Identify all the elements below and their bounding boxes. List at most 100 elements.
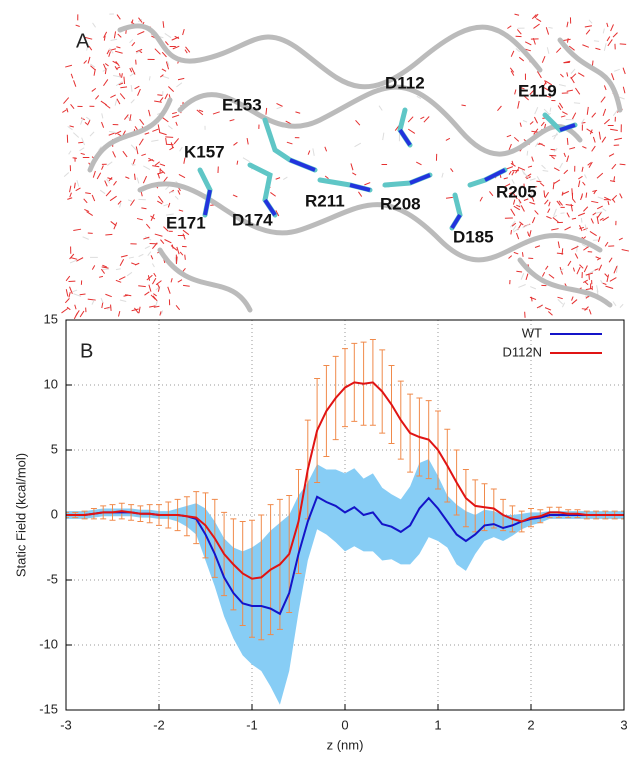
water [157, 287, 160, 292]
water [596, 257, 601, 261]
water [179, 251, 184, 256]
water [114, 50, 123, 54]
water [70, 104, 75, 110]
water [546, 95, 552, 98]
water [596, 211, 603, 219]
water [541, 56, 546, 63]
water [98, 275, 104, 278]
water [164, 239, 172, 244]
water [212, 111, 220, 115]
water [123, 76, 126, 85]
water [557, 298, 564, 305]
water [143, 236, 150, 240]
water [115, 279, 122, 283]
water [129, 114, 132, 121]
water [489, 191, 494, 197]
water [84, 208, 90, 212]
water [531, 156, 534, 162]
water [81, 137, 86, 146]
water [68, 292, 71, 298]
water [551, 228, 559, 231]
water [112, 60, 119, 65]
water [161, 51, 167, 58]
water [170, 245, 178, 251]
water [622, 67, 626, 75]
residue-tip [398, 128, 412, 147]
water [61, 308, 68, 314]
water [553, 167, 560, 172]
water [114, 130, 122, 135]
water [153, 305, 160, 308]
water [525, 173, 532, 179]
water [581, 166, 584, 172]
water [583, 246, 589, 251]
water [511, 222, 517, 227]
water [611, 163, 617, 170]
ribbon [157, 247, 253, 313]
water [549, 154, 557, 157]
water [233, 141, 238, 146]
water [154, 161, 160, 166]
water [587, 162, 592, 166]
water [584, 224, 588, 231]
water [584, 306, 589, 311]
water [530, 286, 537, 290]
water [588, 161, 593, 168]
water [553, 208, 557, 217]
water [531, 195, 535, 202]
water [613, 176, 616, 182]
water [526, 150, 529, 156]
water [579, 226, 585, 230]
water [520, 205, 525, 212]
water [509, 190, 517, 195]
water [286, 141, 293, 145]
water [570, 68, 576, 74]
water [571, 299, 578, 305]
water [108, 176, 113, 182]
water [613, 265, 618, 274]
water [148, 159, 154, 162]
water [537, 71, 542, 79]
water [582, 44, 590, 48]
error-bar [621, 510, 624, 520]
water [138, 285, 146, 288]
water [179, 146, 183, 152]
water [79, 310, 85, 318]
water [604, 241, 609, 247]
water [612, 109, 618, 116]
water [151, 263, 155, 268]
water [150, 215, 156, 220]
water [136, 50, 140, 54]
water [364, 182, 371, 186]
water [99, 189, 106, 195]
residue-tip [289, 158, 316, 172]
water [80, 152, 85, 155]
water [513, 227, 520, 233]
water [131, 262, 137, 266]
water [85, 192, 91, 195]
water [564, 226, 571, 231]
error-bar [66, 511, 69, 519]
water [116, 66, 121, 70]
water [506, 134, 512, 138]
water [174, 257, 177, 264]
water [583, 265, 588, 273]
water [551, 134, 558, 138]
water [510, 230, 512, 235]
water [184, 254, 186, 260]
water [511, 171, 515, 176]
water [548, 201, 551, 207]
water [519, 221, 524, 226]
water [589, 230, 597, 237]
water [150, 255, 154, 260]
water [441, 172, 444, 178]
water [506, 166, 514, 170]
water [545, 265, 549, 270]
water [510, 70, 515, 76]
water [586, 106, 589, 115]
water [609, 180, 616, 183]
water [581, 118, 585, 124]
residue-label: R208 [380, 194, 421, 213]
water [602, 108, 607, 117]
water [619, 303, 624, 308]
